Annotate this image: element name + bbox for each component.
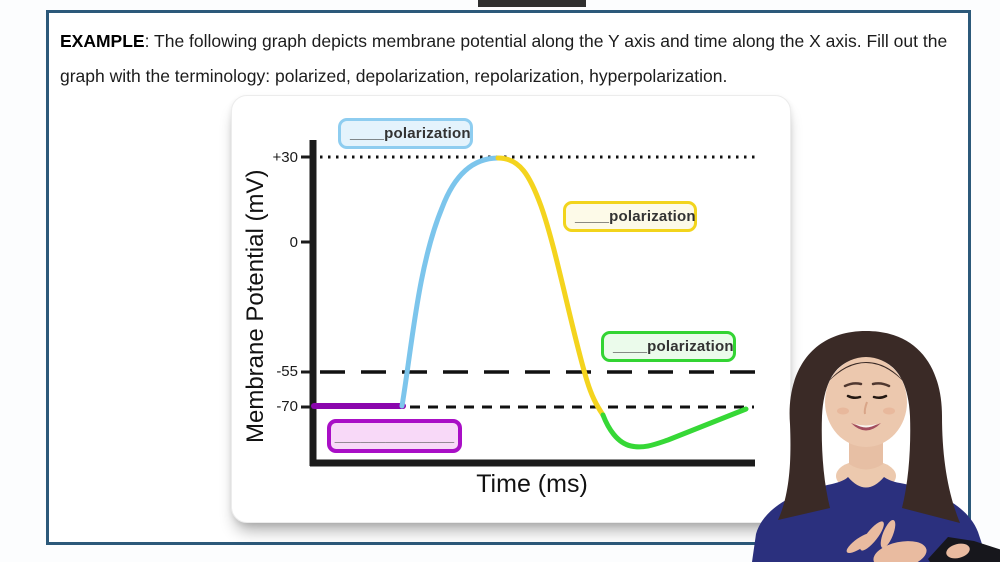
presenter-teeth <box>855 424 877 428</box>
y-tick-minus70: -70 <box>276 398 298 415</box>
fill-in-box-green[interactable]: ____polarization <box>601 331 736 362</box>
presenter-hairline <box>826 362 906 384</box>
curve-segment-hyperpolarization <box>600 406 749 450</box>
presenter-blush <box>837 407 895 415</box>
x-axis-label: Time (ms) <box>476 470 588 498</box>
presenter-thumb <box>946 543 970 559</box>
presenter-eyebrows <box>843 382 891 388</box>
action-potential-plot <box>301 140 760 467</box>
y-tick-minus55: -55 <box>276 363 298 380</box>
example-line-2: graph with the terminology: polarized, d… <box>60 66 728 86</box>
y-tick-plus30: +30 <box>272 149 298 166</box>
top-dark-bar <box>478 0 586 7</box>
y-axis-ticks <box>301 155 312 409</box>
presenter-eyes <box>846 394 888 400</box>
y-tick-zero: 0 <box>289 234 298 251</box>
fill-in-box-purple[interactable]: ______________ <box>327 419 462 453</box>
fill-in-box-yellow[interactable]: ____polarization <box>563 201 697 232</box>
fill-in-box-blue[interactable]: ____polarization <box>338 118 473 149</box>
membrane-potential-chart: Membrane Potential (mV) Time (ms) +30 0 … <box>231 95 791 523</box>
presenter-webcam-figure <box>752 331 1000 562</box>
curve-segment-depolarization <box>399 155 501 409</box>
presenter-hair <box>778 331 960 523</box>
example-line-1: EXAMPLE: The following graph depicts mem… <box>60 31 948 51</box>
example-label: EXAMPLE <box>60 31 145 51</box>
example-prompt: EXAMPLE: The following graph depicts mem… <box>60 24 962 94</box>
presenter-nose <box>863 401 868 415</box>
curve-segment-repolarization <box>495 155 606 418</box>
y-axis-label: Membrane Potential (mV) <box>242 169 269 443</box>
